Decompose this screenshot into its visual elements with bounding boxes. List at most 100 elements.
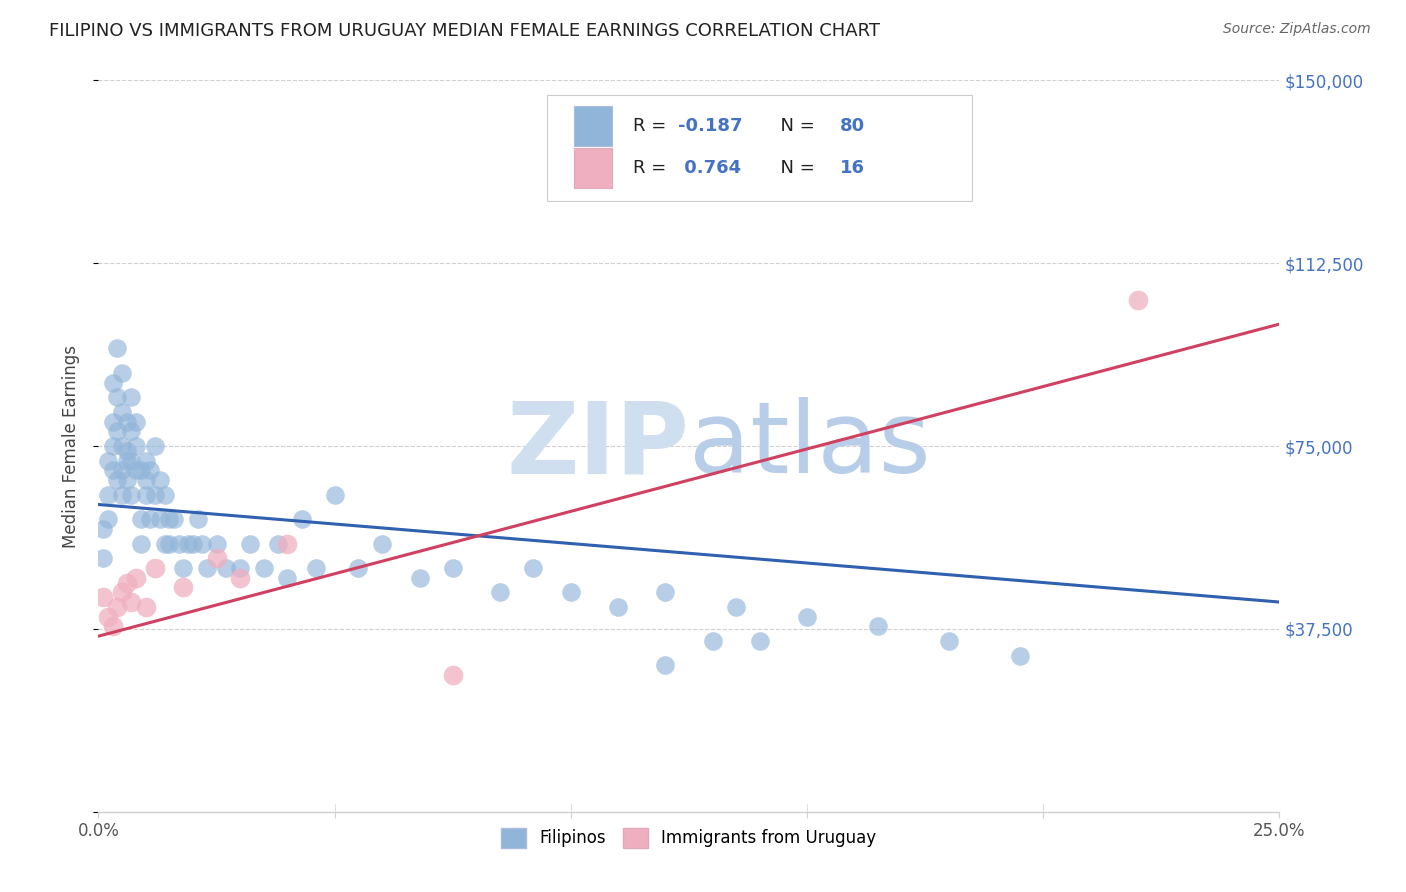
Text: N =: N =	[769, 118, 821, 136]
Point	[129, 536, 152, 550]
Point	[129, 512, 152, 526]
Point	[143, 439, 166, 453]
Text: R =: R =	[634, 118, 672, 136]
Point	[105, 473, 128, 487]
Point	[181, 536, 204, 550]
Point	[253, 561, 276, 575]
Point	[125, 439, 148, 453]
Point	[101, 439, 124, 453]
Point	[111, 585, 134, 599]
Point	[97, 488, 120, 502]
Point	[135, 599, 157, 614]
Point	[105, 599, 128, 614]
Point	[97, 609, 120, 624]
Point	[139, 512, 162, 526]
Point	[139, 463, 162, 477]
Point	[157, 536, 180, 550]
FancyBboxPatch shape	[547, 95, 973, 201]
Y-axis label: Median Female Earnings: Median Female Earnings	[62, 344, 80, 548]
Point	[191, 536, 214, 550]
Point	[153, 488, 176, 502]
Point	[121, 390, 143, 404]
Point	[654, 658, 676, 673]
Point	[441, 561, 464, 575]
Point	[105, 390, 128, 404]
Point	[115, 443, 138, 458]
Point	[105, 425, 128, 439]
Point	[172, 561, 194, 575]
Point	[135, 453, 157, 467]
Point	[607, 599, 630, 614]
Point	[121, 595, 143, 609]
Point	[121, 425, 143, 439]
Point	[91, 522, 114, 536]
Point	[725, 599, 748, 614]
Point	[239, 536, 262, 550]
Point	[205, 536, 228, 550]
Point	[305, 561, 328, 575]
Point	[163, 512, 186, 526]
Point	[115, 453, 138, 467]
Point	[276, 571, 298, 585]
Point	[143, 561, 166, 575]
Point	[105, 342, 128, 356]
Text: 16: 16	[841, 159, 865, 177]
Point	[938, 634, 960, 648]
Point	[121, 488, 143, 502]
Point	[347, 561, 370, 575]
Point	[97, 453, 120, 467]
Point	[177, 536, 200, 550]
Text: 80: 80	[841, 118, 865, 136]
Point	[1126, 293, 1149, 307]
Point	[111, 439, 134, 453]
Point	[229, 571, 252, 585]
Point	[205, 551, 228, 566]
Point	[167, 536, 190, 550]
Point	[290, 512, 312, 526]
Point	[143, 488, 166, 502]
Point	[135, 488, 157, 502]
Point	[111, 488, 134, 502]
Point	[125, 463, 148, 477]
Point	[1008, 648, 1031, 663]
Text: Source: ZipAtlas.com: Source: ZipAtlas.com	[1223, 22, 1371, 37]
Point	[149, 512, 172, 526]
Text: ZIP: ZIP	[506, 398, 689, 494]
Text: R =: R =	[634, 159, 672, 177]
Point	[748, 634, 770, 648]
Point	[187, 512, 209, 526]
Point	[408, 571, 430, 585]
Point	[101, 463, 124, 477]
FancyBboxPatch shape	[575, 106, 612, 146]
Point	[371, 536, 394, 550]
Text: N =: N =	[769, 159, 821, 177]
Point	[149, 473, 172, 487]
Point	[97, 512, 120, 526]
Text: atlas: atlas	[689, 398, 931, 494]
Point	[129, 463, 152, 477]
Point	[654, 585, 676, 599]
Point	[441, 668, 464, 682]
Point	[267, 536, 290, 550]
Point	[866, 619, 889, 633]
Point	[153, 536, 176, 550]
Point	[101, 376, 124, 390]
Point	[135, 473, 157, 487]
Point	[796, 609, 818, 624]
Point	[115, 575, 138, 590]
Point	[111, 366, 134, 380]
Point	[276, 536, 298, 550]
Point	[195, 561, 218, 575]
Point	[101, 619, 124, 633]
Point	[323, 488, 346, 502]
Point	[91, 551, 114, 566]
Point	[702, 634, 724, 648]
Point	[91, 590, 114, 604]
Text: FILIPINO VS IMMIGRANTS FROM URUGUAY MEDIAN FEMALE EARNINGS CORRELATION CHART: FILIPINO VS IMMIGRANTS FROM URUGUAY MEDI…	[49, 22, 880, 40]
Point	[229, 561, 252, 575]
Point	[215, 561, 238, 575]
Point	[125, 571, 148, 585]
Text: 0.764: 0.764	[678, 159, 741, 177]
Point	[115, 415, 138, 429]
FancyBboxPatch shape	[575, 148, 612, 188]
